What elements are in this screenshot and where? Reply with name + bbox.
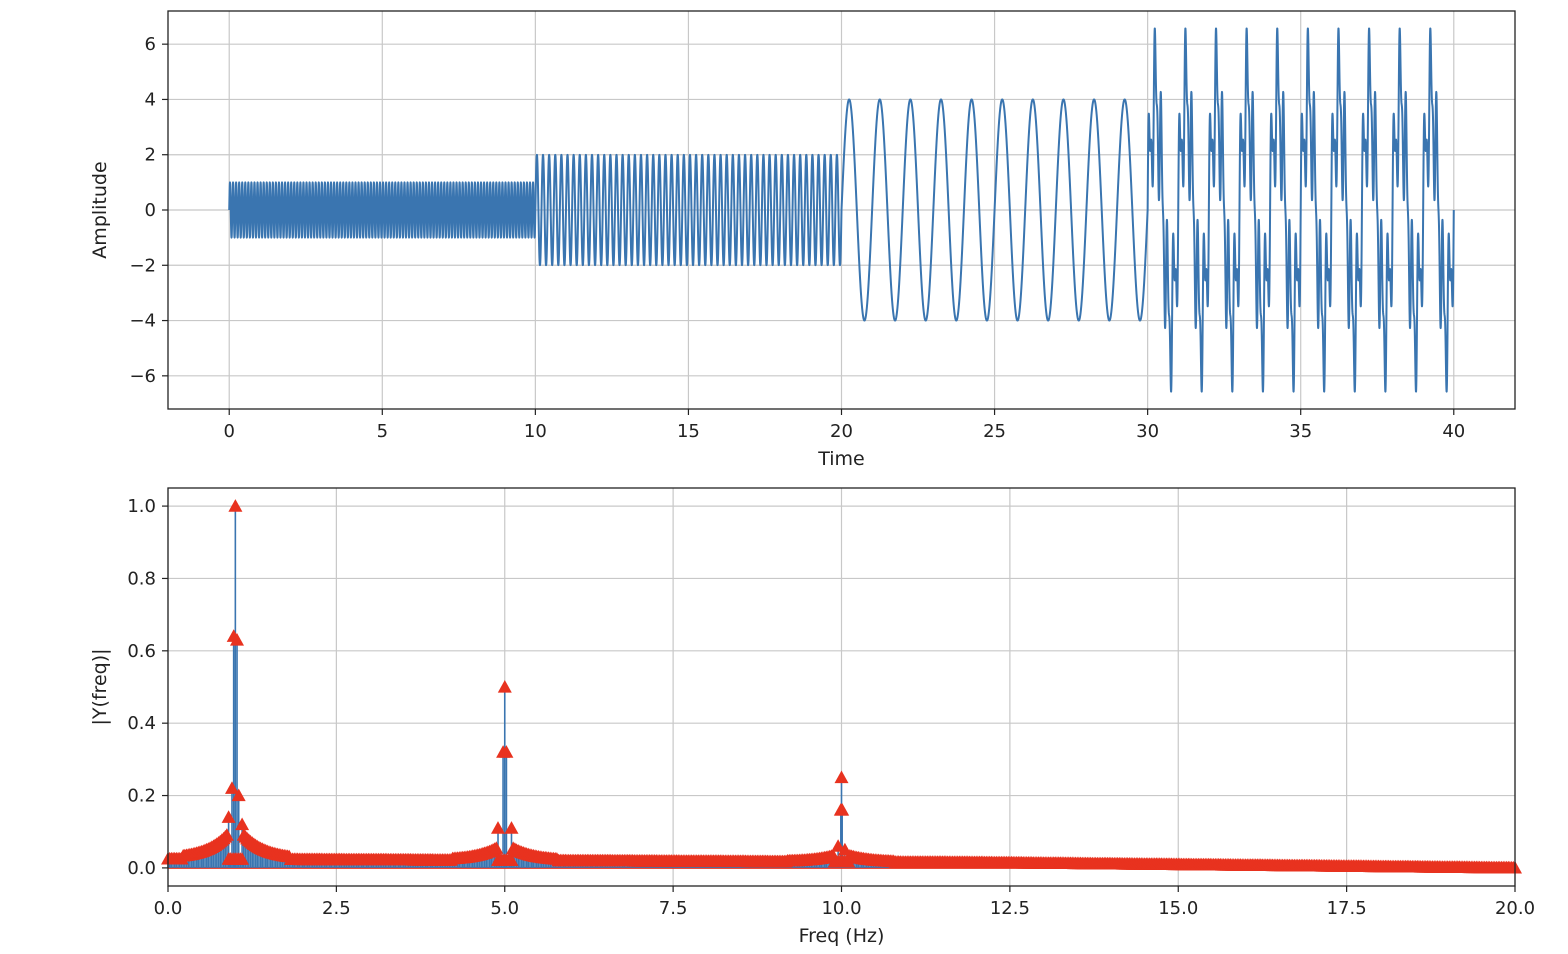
- stem-marker: [504, 821, 519, 834]
- x-tick-label: 0.0: [154, 898, 183, 919]
- stem-marker: [231, 788, 246, 802]
- x-tick-label: 20.0: [1495, 898, 1535, 919]
- y-tick-label: 0.6: [127, 641, 156, 662]
- stem-marker: [504, 853, 519, 866]
- freq-x-axis-label: Freq (Hz): [799, 925, 885, 947]
- y-tick-label: 0.2: [127, 786, 156, 807]
- stem-marker: [235, 817, 250, 831]
- x-tick-label: 7.5: [659, 898, 688, 919]
- y-tick-label: −2: [129, 255, 156, 276]
- time-domain-axes: 0 5 10 15 20 25 30 35 40 −6 −4 −2 0 2 4 6 Time Amplitu…: [89, 10, 1516, 470]
- signal-line-segment: [1146, 27, 1455, 393]
- stem-marker: [837, 842, 852, 856]
- stem-marker: [219, 828, 234, 841]
- stem-marker: [230, 633, 244, 646]
- stem-marker: [499, 745, 514, 758]
- stem-marker: [831, 839, 846, 852]
- stem-marker: [228, 499, 243, 512]
- y-tick-label: 0: [145, 200, 156, 221]
- frequency-domain-axes: 0.0 2.5 5.0 7.5 10.0 12.5 15.0 17.5 20.0 0.00.20…: [89, 487, 1535, 947]
- time-y-ticks: −6 −4 −2 0 2 4 6: [129, 34, 168, 387]
- x-tick-label: 12.5: [990, 898, 1030, 919]
- freq-y-axis-label: |Y(freq)|: [89, 648, 111, 725]
- y-tick-label: 0.8: [127, 568, 156, 589]
- x-tick-label: 5: [377, 421, 388, 442]
- x-tick-label: 10: [524, 421, 547, 442]
- y-tick-label: 0.4: [127, 713, 156, 734]
- time-x-ticks: 0 5 10 15 20 25 30 35 40: [224, 409, 1465, 442]
- x-tick-label: 2.5: [322, 898, 351, 919]
- y-tick-label: 6: [145, 34, 156, 55]
- time-signal-plot: [228, 27, 1455, 393]
- x-tick-label: 30: [1136, 421, 1159, 442]
- y-tick-label: −4: [129, 311, 156, 332]
- x-tick-label: 25: [983, 421, 1006, 442]
- x-tick-label: 40: [1442, 421, 1465, 442]
- signal-line-segment: [840, 98, 1149, 322]
- x-tick-label: 15: [677, 421, 700, 442]
- stem-marker: [835, 803, 850, 816]
- time-x-axis-label: Time: [817, 448, 865, 470]
- x-tick-label: 10.0: [821, 898, 861, 919]
- y-tick-label: 4: [145, 89, 156, 110]
- stem-marker: [225, 781, 239, 794]
- stem-marker: [834, 770, 849, 784]
- y-tick-label: 2: [145, 145, 156, 166]
- signal-line-segment: [534, 153, 843, 267]
- spectrum-stem-plot: [161, 499, 1522, 874]
- x-tick-label: 0: [224, 421, 235, 442]
- x-tick-label: 35: [1289, 421, 1312, 442]
- freq-x-ticks: 0.0 2.5 5.0 7.5 10.0 12.5 15.0 17.5 20.0: [154, 886, 1535, 919]
- y-tick-label: 1.0: [127, 496, 156, 517]
- stem-marker: [221, 810, 236, 823]
- y-tick-label: −6: [129, 366, 156, 387]
- stem-marker: [497, 680, 512, 693]
- x-tick-label: 5.0: [490, 898, 519, 919]
- x-tick-label: 17.5: [1327, 898, 1367, 919]
- signal-line-segment: [228, 181, 537, 239]
- stem-marker: [491, 821, 505, 834]
- stem-marker: [235, 852, 250, 865]
- freq-y-ticks: 0.0 0.2 0.4 0.6 0.8 1.0: [127, 496, 168, 879]
- stem-marker: [489, 841, 504, 854]
- time-y-axis-label: Amplitude: [89, 161, 111, 258]
- x-tick-label: 15.0: [1158, 898, 1198, 919]
- x-tick-label: 20: [830, 421, 853, 442]
- y-tick-label: 0.0: [127, 858, 156, 879]
